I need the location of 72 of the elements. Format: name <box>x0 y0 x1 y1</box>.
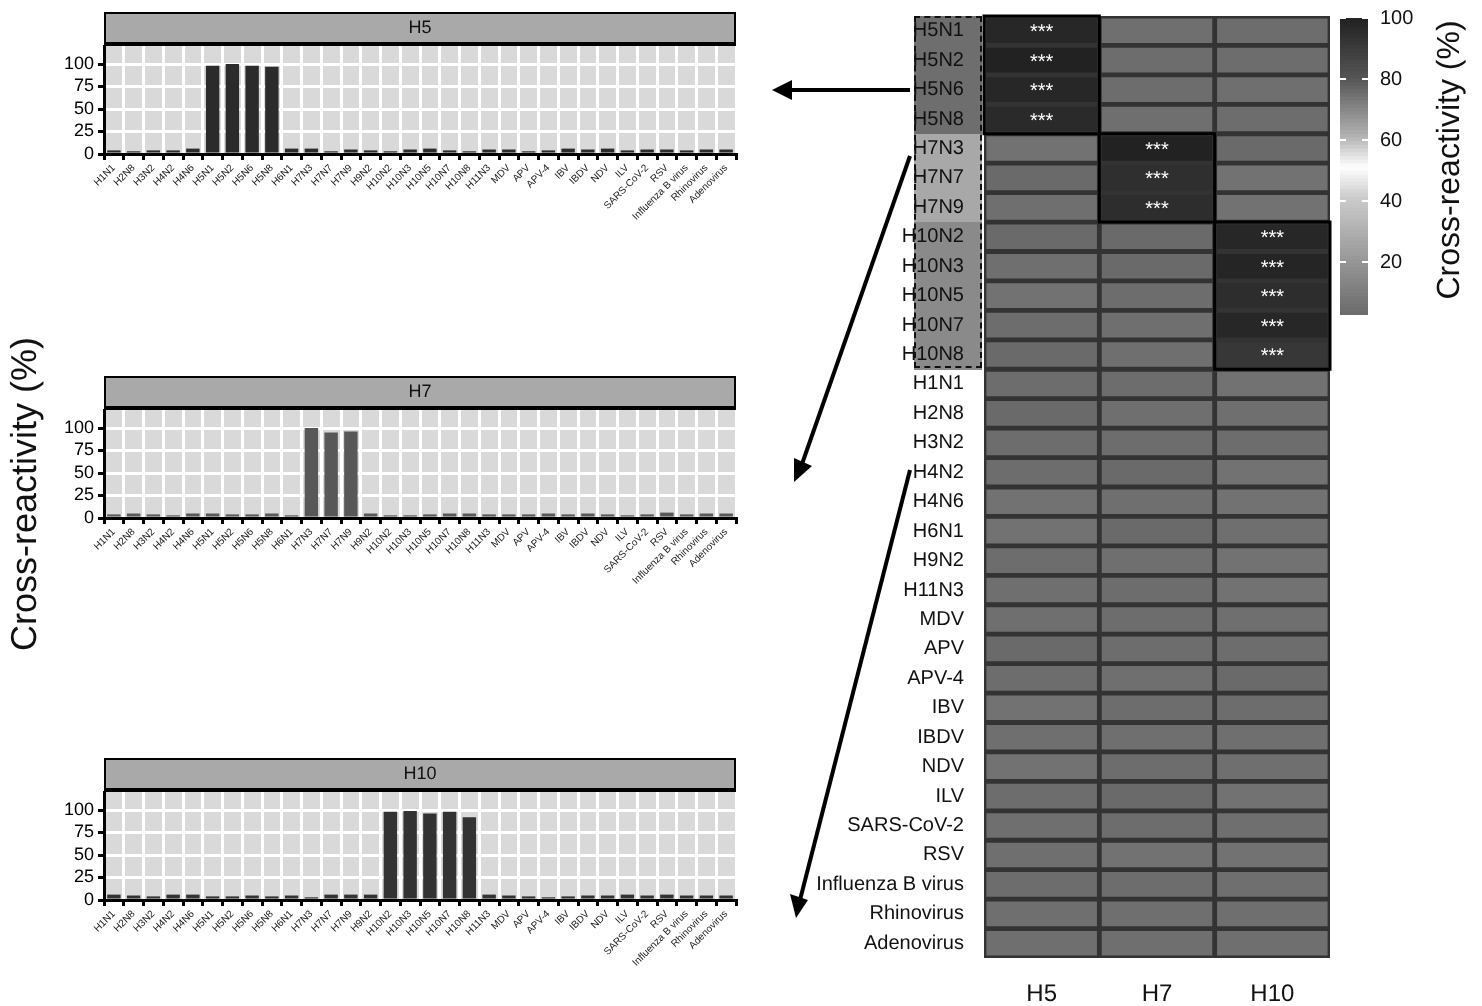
y-tick-label: 75 <box>73 439 94 460</box>
chart-title: H5 <box>408 16 432 37</box>
bar <box>225 64 240 153</box>
data-label: *** <box>1145 198 1169 221</box>
y-tick-label: H5N6 <box>912 79 965 102</box>
y-tick-label: 100 <box>63 416 94 437</box>
y-tick-label: APV-4 <box>907 667 965 690</box>
y-tick-label: H3N2 <box>912 432 965 455</box>
bar <box>462 817 477 899</box>
y-tick-label: 0 <box>83 506 94 527</box>
y-tick-label: H4N6 <box>912 491 965 514</box>
y-tick-label: 25 <box>73 866 94 887</box>
y-tick-label: H5N2 <box>912 49 965 72</box>
y-tick-label: 0 <box>83 888 94 909</box>
data-label: *** <box>1029 51 1054 74</box>
data-label: *** <box>1260 257 1285 280</box>
y-tick-label: IBV <box>931 697 965 720</box>
y-tick-label: H5N8 <box>912 108 965 131</box>
y-tick-label: H1N1 <box>912 373 965 396</box>
y-tick-label: APV <box>923 638 965 661</box>
y-tick-label: 100 <box>63 798 94 819</box>
y-tick-label: 50 <box>73 843 94 864</box>
x-tick-label: H10 <box>1250 979 1295 1006</box>
color-bar-label: 40 <box>1380 190 1404 213</box>
data-label: *** <box>1145 169 1169 192</box>
y-tick-label: IBDV <box>917 726 965 749</box>
bar <box>245 65 259 153</box>
color-bar-label: 20 <box>1380 251 1404 274</box>
bar <box>304 428 319 517</box>
bar <box>265 66 279 153</box>
bar <box>344 431 358 517</box>
data-label: *** <box>1145 139 1169 162</box>
bar <box>423 813 437 899</box>
y-tick-label: SARS-CoV-2 <box>847 815 965 838</box>
data-label: *** <box>1029 81 1054 104</box>
data-label: *** <box>1029 22 1054 45</box>
y-axis-title: Cross-reactivity (%) <box>2 335 46 656</box>
color-bar-label: 80 <box>1380 68 1404 91</box>
x-tick-label: H5 <box>1026 979 1058 1006</box>
y-tick-label: 25 <box>73 484 94 505</box>
bar <box>324 432 338 517</box>
y-tick-label: 0 <box>83 142 94 163</box>
y-tick-label: 100 <box>63 52 94 73</box>
x-tick-label: H7 <box>1141 979 1173 1006</box>
y-tick-label: Influenza B virus <box>816 873 964 896</box>
chart-title: H10 <box>403 762 437 783</box>
y-tick-label: 75 <box>73 821 94 842</box>
bar <box>442 811 457 899</box>
data-label: *** <box>1260 287 1285 310</box>
y-tick-label: ILV <box>935 785 965 808</box>
chart-title: H7 <box>408 380 432 401</box>
y-tick-label: H7N3 <box>912 137 965 160</box>
y-tick-label: 50 <box>73 461 94 482</box>
data-label: *** <box>1260 228 1285 251</box>
y-tick-label: MDV <box>919 608 965 631</box>
y-tick-label: H11N3 <box>903 579 965 602</box>
y-tick-label: H4N2 <box>912 461 965 484</box>
bar <box>403 810 417 899</box>
y-tick-label: RSV <box>922 844 965 867</box>
color-bar-title: Cross-reactivity (%) <box>1432 20 1467 300</box>
bar <box>383 811 398 899</box>
data-label: *** <box>1029 110 1054 133</box>
y-tick-label: NDV <box>921 756 965 779</box>
data-label: *** <box>1260 316 1285 339</box>
color-bar-label: 60 <box>1380 129 1404 152</box>
bar <box>205 65 220 153</box>
data-label: *** <box>1260 346 1285 369</box>
y-tick-label: 50 <box>73 97 94 118</box>
color-bar-label: 100 <box>1380 7 1415 30</box>
y-tick-label: H2N8 <box>912 402 965 425</box>
y-tick-label: 75 <box>73 75 94 96</box>
y-tick-label: 25 <box>73 120 94 141</box>
